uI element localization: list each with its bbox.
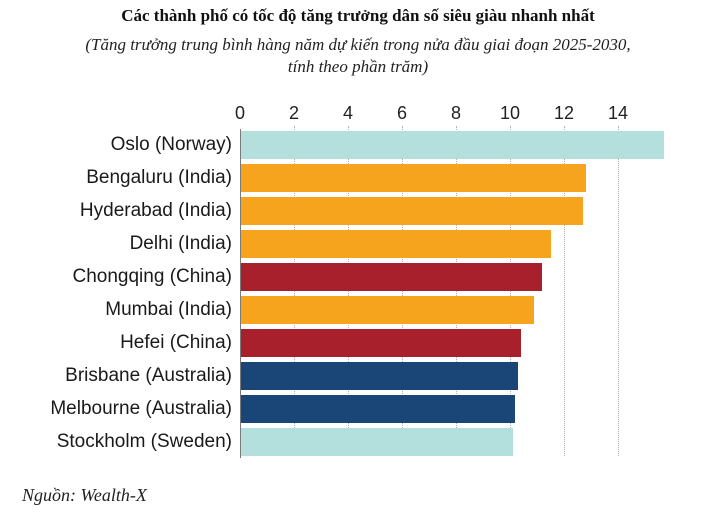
x-tick-label: 8 (450, 103, 462, 123)
bar (241, 230, 551, 258)
x-tick-label: 14 (607, 103, 629, 123)
category-label: Bengaluru (India) (86, 167, 232, 188)
bar (241, 296, 535, 324)
gridline (618, 126, 619, 456)
gridline (294, 126, 295, 456)
category-label: Melbourne (Australia) (50, 398, 232, 419)
chart-title: Các thành phố có tốc độ tăng trưởng dân … (121, 6, 595, 25)
category-label: Oslo (Norway) (110, 134, 232, 155)
category-label: Hefei (China) (120, 332, 232, 353)
category-label: Brisbane (Australia) (65, 365, 232, 386)
gridline (456, 126, 457, 456)
gridline (348, 126, 349, 456)
gridline (564, 126, 565, 456)
bar (241, 263, 543, 291)
x-tick-label: 12 (553, 103, 575, 123)
plot-area: 0 2 4 6 8 10 12 14 (235, 96, 716, 466)
bar (241, 428, 513, 456)
x-tick-label: 2 (288, 103, 300, 123)
bar (241, 197, 583, 225)
x-tick-label: 10 (499, 103, 521, 123)
bar (241, 329, 521, 357)
bar (241, 362, 519, 390)
subtitle-line-1: (Tăng trưởng trung bình hàng năm dự kiến… (85, 35, 631, 54)
source-note: Nguồn: Wealth-X (22, 485, 147, 505)
bar (241, 164, 586, 192)
bar (241, 395, 516, 423)
gridline (510, 126, 511, 456)
y-axis-line (240, 129, 241, 458)
x-tick-label: 6 (396, 103, 408, 123)
category-label: Stockholm (Sweden) (56, 431, 232, 452)
x-tick-label: 0 (234, 103, 246, 123)
gridline (402, 126, 403, 456)
subtitle-line-2: tính theo phần trăm) (287, 57, 429, 76)
x-tick-label: 4 (342, 103, 354, 123)
bar (241, 131, 664, 159)
category-label: Hyderabad (India) (79, 200, 232, 221)
chart-subtitle: (Tăng trưởng trung bình hàng năm dự kiến… (0, 34, 716, 78)
category-label: Delhi (India) (129, 233, 232, 254)
category-label: Mumbai (India) (105, 299, 232, 320)
category-label: Chongqing (China) (72, 266, 233, 287)
